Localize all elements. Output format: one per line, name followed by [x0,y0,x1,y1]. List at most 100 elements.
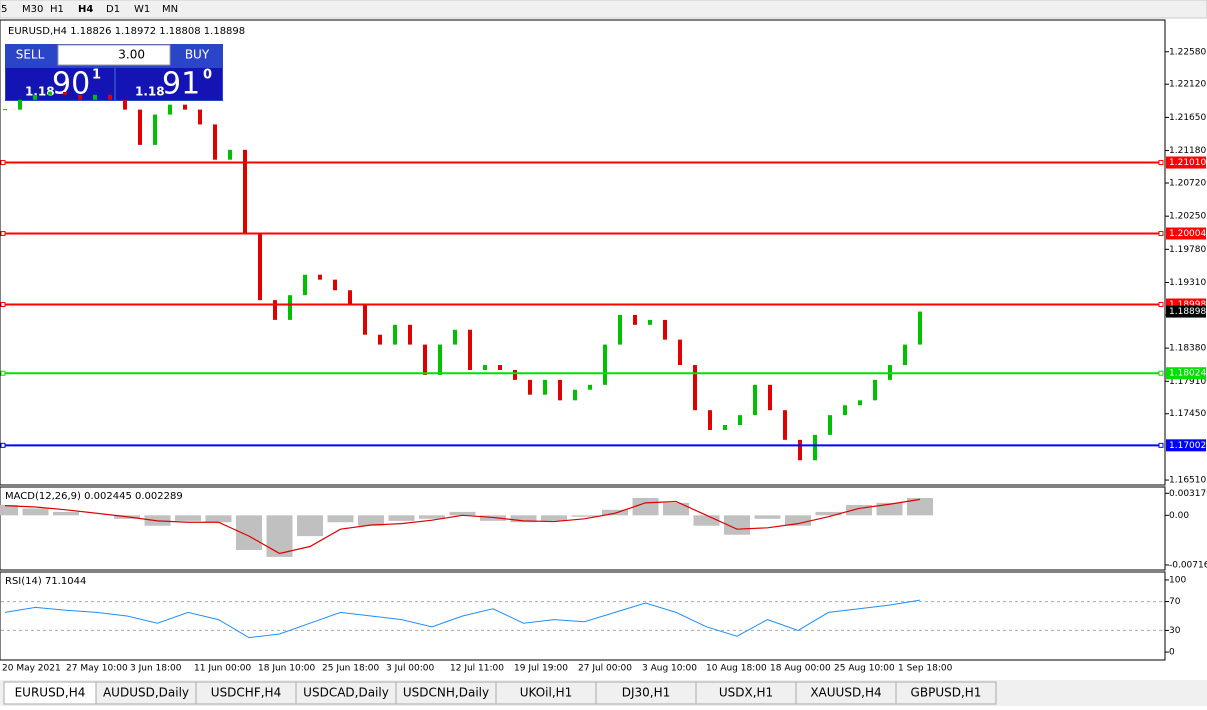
timeframe-button[interactable]: D1 [106,4,120,15]
bid-pips[interactable]: 90 [52,67,90,102]
level-handle [1158,302,1164,308]
tab-label[interactable]: USDCNH,Daily [403,686,489,700]
x-tick-label: 10 Aug 18:00 [706,664,767,674]
macd-bar [266,515,293,557]
candle [588,384,592,390]
level-tag [1166,156,1206,169]
tab-label[interactable]: XAUUSD,H4 [810,686,881,700]
candle [783,410,787,440]
sell-button[interactable]: SELL [16,48,45,62]
timeframe-button[interactable]: H4 [78,4,93,15]
candle [108,94,112,100]
y-tick-label: 1.16510 [1169,476,1206,486]
candle [333,279,337,291]
macd-bar [205,515,232,523]
macd-bar [693,515,720,526]
x-tick-label: 25 Jun 18:00 [322,664,379,674]
macd-bar [22,508,49,516]
tab-label[interactable]: USDCAD,Daily [303,686,389,700]
macd-bar [815,511,842,516]
level-handle [0,160,6,166]
candle [648,319,652,325]
current-price-label: 1.18898 [1169,307,1206,317]
tab[interactable] [895,681,997,705]
x-tick-label: 3 Jun 18:00 [130,664,182,674]
candle [318,274,322,280]
candle [168,104,172,115]
macd-bar [846,504,872,516]
level-tag [1166,367,1206,380]
tab-label[interactable]: AUDUSD,Daily [103,686,189,700]
candle [483,365,487,370]
candle [453,329,457,345]
candle [468,329,472,370]
timeframe-button[interactable]: 5 [1,4,7,15]
tab-label[interactable]: USDCHF,H4 [211,686,281,700]
bid-big[interactable]: 1.18 [25,85,55,99]
candle [843,405,847,416]
candle [498,365,502,370]
candle [378,334,382,345]
level-handle [0,302,6,308]
x-tick-label: 3 Jul 00:00 [386,664,435,674]
x-tick-label: 20 May 2021 [2,664,61,674]
candle [408,324,412,345]
ask-big[interactable]: 1.18 [135,85,165,99]
candle [618,314,622,345]
timeframe-button[interactable]: M30 [22,4,43,15]
level-label: 1.21010 [1169,158,1206,168]
candle [513,369,517,380]
tab-label[interactable]: DJ30,H1 [622,686,671,700]
y-tick-label: 0.003179 [1169,489,1207,499]
x-tick-label: 11 Jun 00:00 [194,664,251,674]
y-tick-label: 1.22580 [1169,47,1206,57]
level-label: 1.18998 [1169,300,1206,310]
ask-pips[interactable]: 91 [162,67,200,102]
ask-point[interactable]: 0 [203,68,212,83]
level-handle [0,442,6,448]
tab-label[interactable]: UKOil,H1 [520,686,573,700]
y-tick-label: 0 [1169,648,1175,658]
candle [213,124,217,160]
y-tick-label: 70 [1169,597,1181,607]
tab-label[interactable]: USDX,H1 [719,686,773,700]
candle [738,415,742,426]
level-handle [1158,442,1164,448]
candle [918,311,922,345]
buy-button[interactable]: BUY [185,48,210,62]
y-tick-label: 1.20720 [1169,178,1206,188]
candle [828,415,832,435]
level-handle [0,370,6,376]
candle [723,425,727,430]
level-handle [1158,160,1164,166]
x-tick-label: 18 Aug 00:00 [770,664,831,674]
macd-signal [4,498,921,555]
candle [48,91,52,95]
level-label: 1.20004 [1169,229,1206,239]
timeframe-button[interactable]: MN [162,4,178,15]
candle [93,94,97,100]
lot-size[interactable]: 3.00 [118,48,145,62]
tab-label[interactable]: GBPUSD,H1 [911,686,982,700]
macd-bar [388,515,415,521]
tab-label[interactable]: EURUSD,H4 [15,686,86,700]
macd-bar [663,502,689,516]
macd-bar [175,515,201,521]
timeframe-button[interactable]: W1 [134,4,150,15]
macd-bar [358,515,384,526]
macd-bar [785,515,811,526]
candle [558,379,562,401]
candle [303,274,307,296]
y-tick-label: 30 [1169,626,1181,636]
candle [438,344,442,375]
candle [543,379,547,395]
timeframe-button[interactable]: H1 [50,4,64,15]
candle [153,114,157,145]
level-label: 1.17002 [1169,441,1206,451]
candle [873,379,877,401]
macd-bar [876,502,903,516]
bid-point[interactable]: 1 [92,68,101,83]
y-tick-label: 1.18380 [1169,344,1206,354]
candle [693,365,697,411]
level-label: 1.18024 [1169,369,1206,379]
